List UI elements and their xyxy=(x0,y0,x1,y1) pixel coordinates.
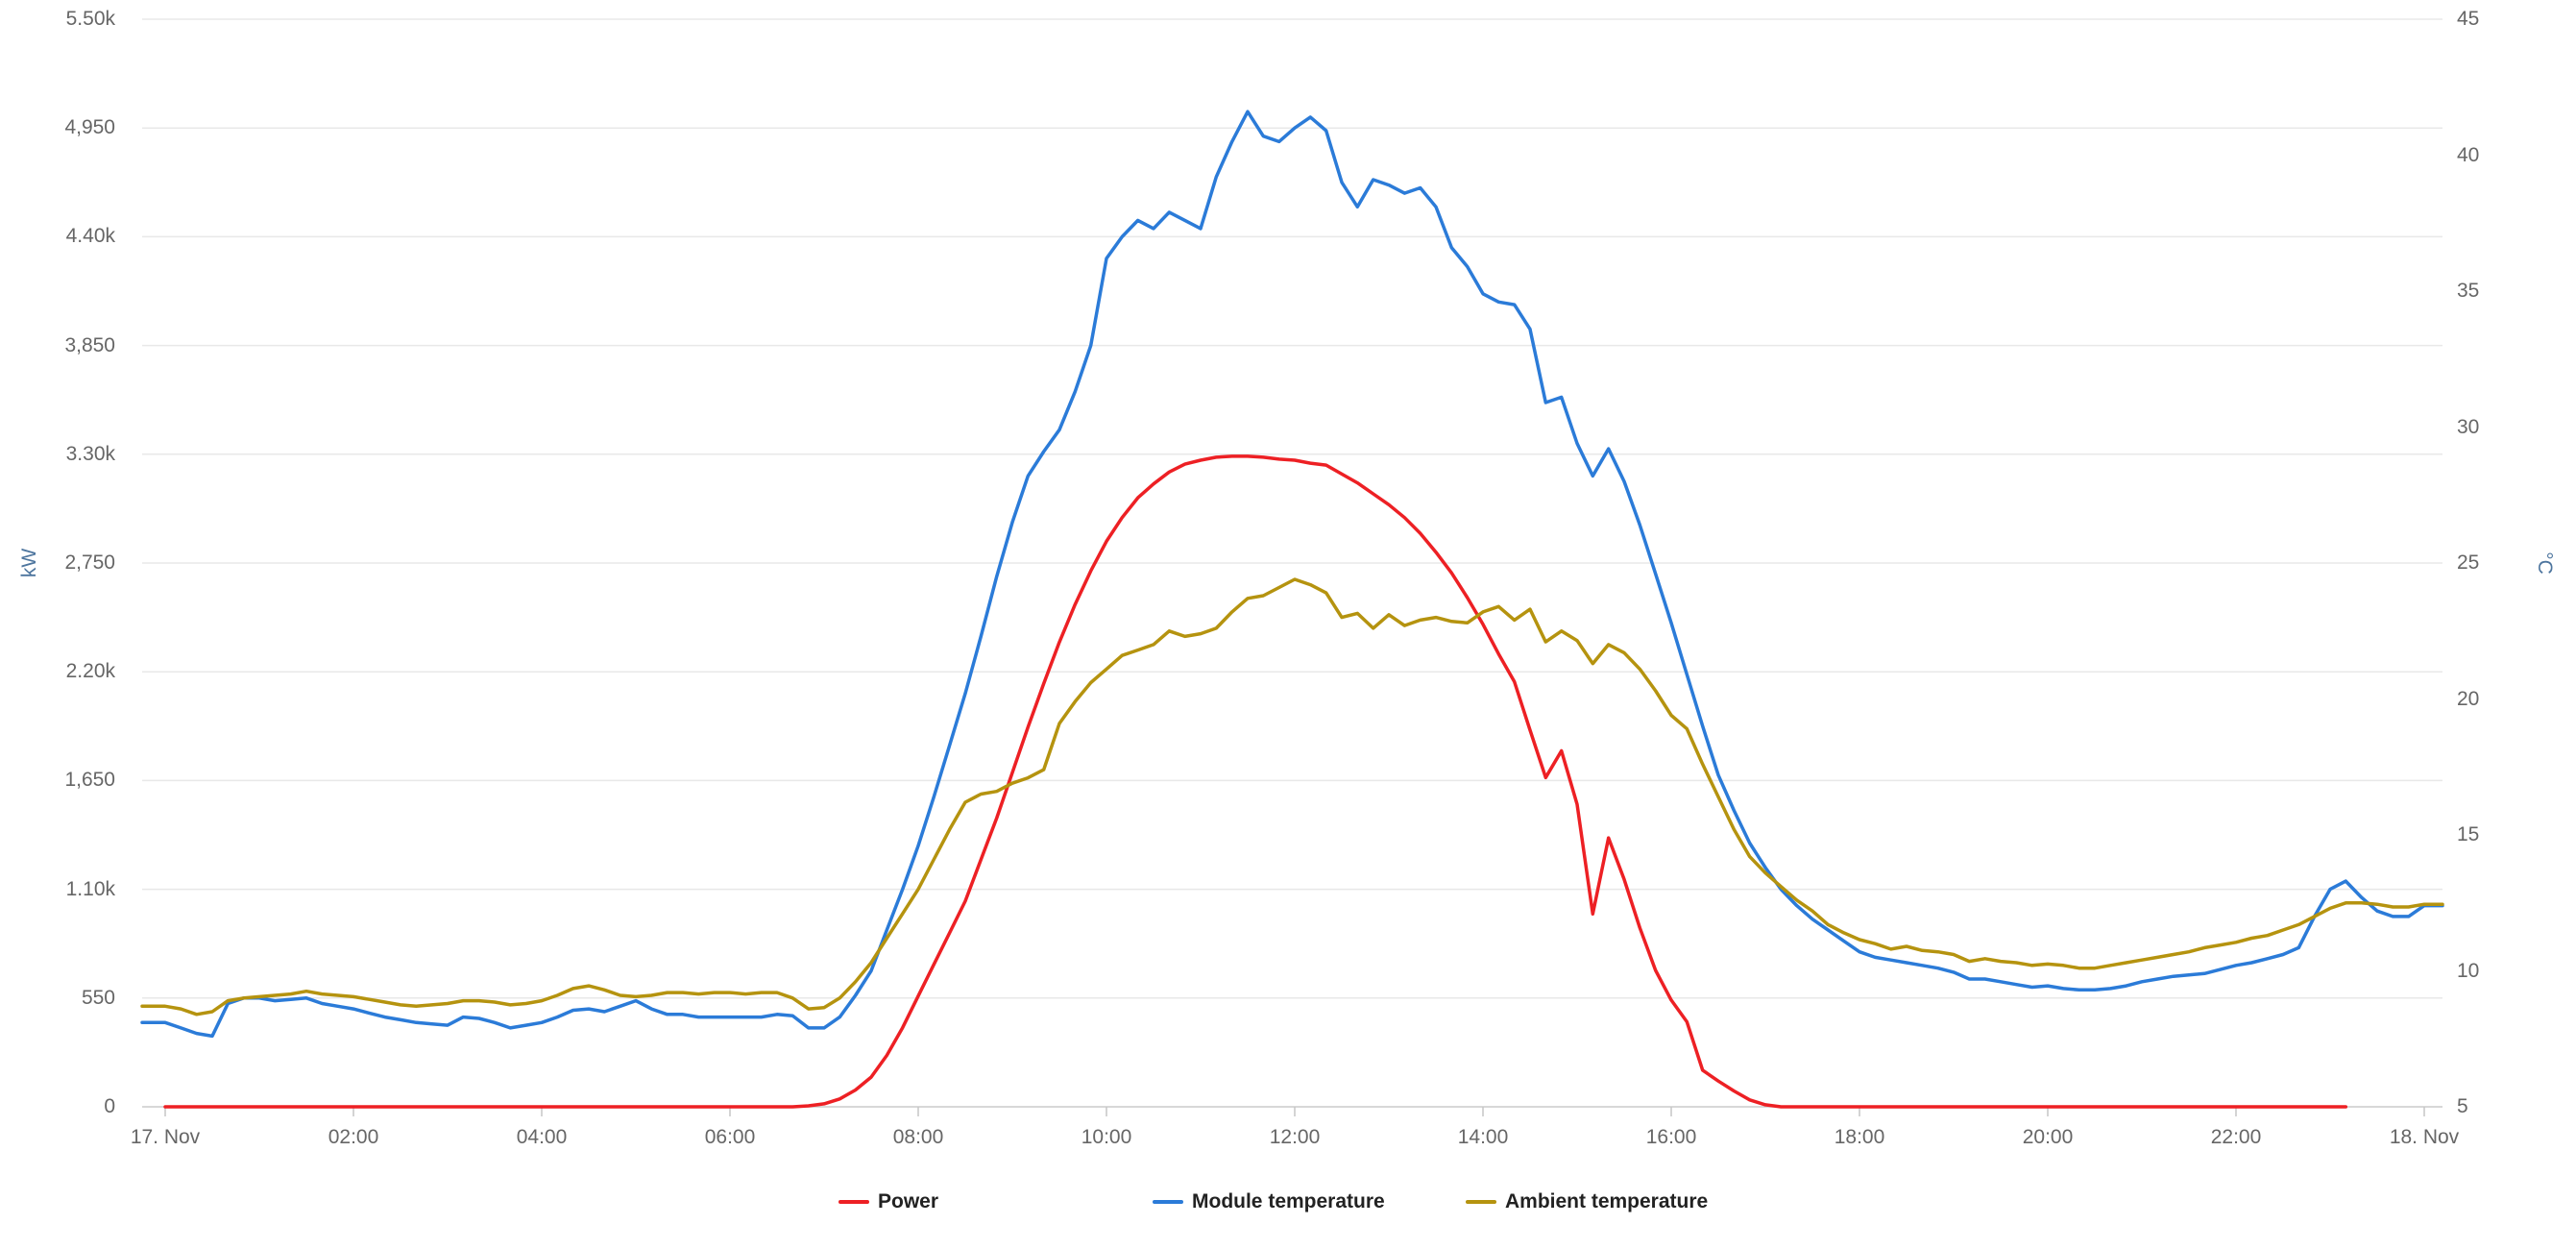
x-axis-label: 22:00 xyxy=(2210,1126,2262,1148)
x-axis-label: 18. Nov xyxy=(2389,1126,2460,1148)
legend-marker-icon xyxy=(1466,1200,1496,1204)
y-axis-left-label: 0 xyxy=(104,1095,115,1117)
y-axis-left-label: 1.10k xyxy=(65,877,115,900)
x-axis-label: 16:00 xyxy=(1645,1126,1697,1148)
y-axis-left-label: 3,850 xyxy=(64,333,115,356)
x-axis-label: 10:00 xyxy=(1081,1126,1132,1148)
y-axis-left-label: 2.20k xyxy=(65,660,115,683)
legend-item-module-temperature[interactable]: Module temperature xyxy=(1153,1189,1385,1214)
y-axis-right-label: 10 xyxy=(2457,959,2480,982)
y-axis-right-label: 20 xyxy=(2457,687,2480,710)
legend-label: Power xyxy=(878,1190,939,1212)
series-line-power[interactable] xyxy=(163,454,2348,1109)
x-axis-label: 04:00 xyxy=(516,1126,568,1148)
x-axis-label: 02:00 xyxy=(328,1126,379,1148)
y-axis-left-label: 4,950 xyxy=(64,116,115,139)
y-axis-left-label: 1,650 xyxy=(64,769,115,792)
x-axis-label: 17. Nov xyxy=(130,1126,201,1148)
legend-label: Ambient temperature xyxy=(1505,1190,1709,1212)
y-axis-right-title: °C xyxy=(2534,551,2556,575)
legend-marker-icon xyxy=(1153,1200,1183,1204)
legend-item-power[interactable]: Power xyxy=(838,1189,938,1214)
x-axis-label: 14:00 xyxy=(1457,1126,1509,1148)
y-axis-left-label: 4.40k xyxy=(65,225,115,248)
y-axis-right-label: 25 xyxy=(2457,551,2480,574)
y-axis-right-label: 5 xyxy=(2457,1095,2468,1117)
x-axis-label: 06:00 xyxy=(704,1126,756,1148)
y-axis-left-label: 550 xyxy=(81,986,115,1009)
y-axis-right-label: 30 xyxy=(2457,415,2480,438)
x-axis-label: 12:00 xyxy=(1269,1126,1321,1148)
legend-marker-icon xyxy=(838,1200,869,1204)
y-axis-left-label: 5.50k xyxy=(65,8,115,30)
x-axis-label: 18:00 xyxy=(1834,1126,1885,1148)
y-axis-left-title: kW xyxy=(18,548,40,578)
y-axis-right-label: 15 xyxy=(2457,823,2480,845)
y-axis-right-label: 40 xyxy=(2457,143,2480,166)
x-axis-label: 20:00 xyxy=(2022,1126,2074,1148)
legend-item-ambient-temperature[interactable]: Ambient temperature xyxy=(1466,1189,1708,1214)
y-axis-left-label: 3.30k xyxy=(65,442,115,465)
y-axis-right-label: 45 xyxy=(2457,8,2480,30)
x-axis-label: 08:00 xyxy=(892,1126,944,1148)
series-line-ambient-temperature[interactable] xyxy=(140,577,2444,1016)
y-axis-right-label: 35 xyxy=(2457,280,2480,302)
series-line-module-temperature[interactable] xyxy=(140,110,2444,1039)
y-axis-left-label: 2,750 xyxy=(64,551,115,574)
legend-label: Module temperature xyxy=(1192,1190,1385,1212)
